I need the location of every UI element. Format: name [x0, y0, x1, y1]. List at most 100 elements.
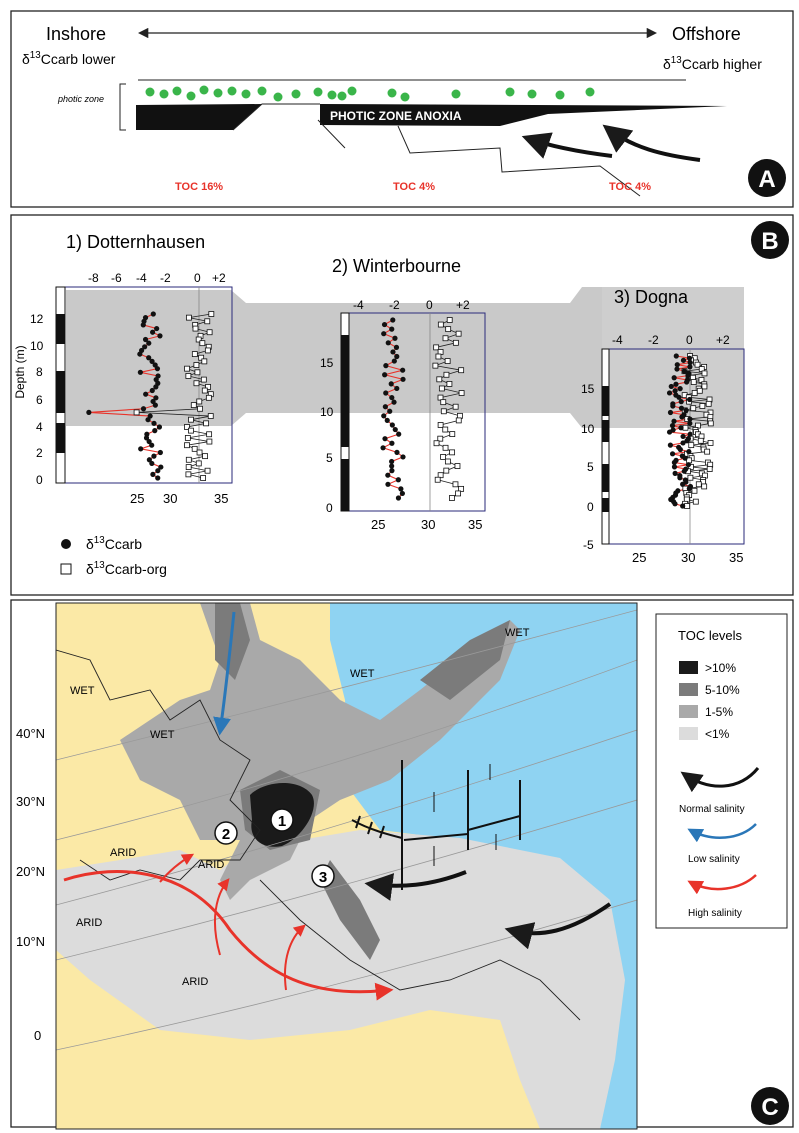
plankton-dot: [213, 88, 223, 98]
org-point: [203, 420, 210, 427]
site-1-depth-tick: 8: [36, 365, 43, 379]
site-2-depth-tick: 15: [320, 356, 334, 370]
org-point: [206, 438, 213, 445]
carb-point: [678, 399, 684, 405]
panel-a: Inshore Offshore δ13Ccarb lower δ13Ccarb…: [10, 10, 794, 208]
site-3-top-tick: -4: [612, 333, 623, 347]
org-point: [208, 311, 215, 317]
site-3-profiles: [666, 353, 714, 509]
carb-point: [686, 486, 692, 492]
legend-swatch-1-5: [679, 705, 698, 718]
org-point: [195, 336, 202, 343]
carb-point: [392, 426, 398, 433]
site-2-bottom-tick: 35: [468, 517, 482, 532]
org-point: [190, 402, 197, 409]
carb-point: [680, 433, 686, 440]
carb-point: [140, 406, 147, 412]
carb-point: [680, 357, 687, 363]
site-number: 3: [319, 869, 327, 886]
site-3-depth-tick: 15: [581, 382, 595, 396]
climate-label: ARID: [110, 847, 136, 859]
org-point: [185, 373, 192, 379]
carb-point: [385, 340, 391, 346]
site-number: 1: [278, 813, 286, 830]
plankton-dot: [227, 86, 237, 96]
org-point: [200, 475, 207, 481]
legend-org-label: δ13Ccarb-org: [86, 560, 167, 577]
org-point: [204, 467, 211, 474]
site-1-bottom-tick: 30: [163, 491, 177, 506]
plankton-dot: [313, 87, 323, 97]
plankton-dot: [291, 89, 301, 99]
site-2-profiles: [380, 317, 465, 501]
legend-low-salinity: Low salinity: [688, 854, 740, 865]
high-salinity-arrow-4: [284, 924, 306, 991]
org-point: [452, 481, 459, 488]
org-point: [188, 427, 194, 434]
legend-title: TOC levels: [678, 628, 743, 643]
carb-point: [680, 503, 686, 509]
panel-a-letter: A: [758, 166, 775, 193]
org-point: [196, 398, 203, 405]
carb-point: [137, 351, 143, 357]
site-2-depth-tick: 0: [326, 501, 333, 515]
carb-point: [677, 475, 683, 481]
org-point: [449, 495, 455, 501]
carb-point: [395, 495, 402, 501]
carb-point: [157, 449, 163, 456]
site-3-depth-tick: 0: [587, 500, 594, 514]
carb-point: [381, 331, 387, 337]
org-point: [437, 422, 444, 428]
legend-low-salinity-arrow: [687, 823, 757, 843]
org-point: [193, 380, 200, 387]
org-point: [690, 379, 697, 385]
carb-point: [678, 405, 685, 411]
inshore-label: Inshore: [46, 24, 106, 44]
carb-point: [387, 408, 393, 414]
correlation-band-2: [339, 287, 602, 428]
carb-point: [381, 321, 388, 328]
org-point: [442, 335, 449, 342]
carb-point: [687, 359, 693, 366]
org-point: [691, 390, 698, 396]
carb-point: [149, 442, 155, 448]
org-point: [443, 371, 450, 378]
plankton-dot: [186, 91, 196, 101]
latitude-label: 0: [34, 1028, 41, 1043]
high-salinity-arrow-main: [63, 870, 394, 1001]
org-point: [701, 383, 708, 390]
site-1-top-tick: 0: [194, 271, 201, 285]
carb-point: [390, 349, 396, 355]
carb-point: [143, 391, 149, 397]
org-point: [184, 435, 191, 441]
site-3-bottom-tick: 35: [729, 550, 743, 565]
site-3-depth-tick: 10: [581, 422, 595, 436]
site-plot-1: -8 -6 -4 -2 0 +2 25 30 35 0 2 4 6 8 10 1…: [30, 271, 233, 506]
carb-point: [149, 460, 155, 467]
carb-point: [672, 501, 678, 507]
depth-axis-label: Depth (m): [13, 345, 27, 398]
site-1-depth-tick: 4: [36, 420, 43, 434]
site-1-top-tick: -4: [136, 271, 147, 285]
carb-point: [389, 422, 395, 428]
org-point: [438, 385, 445, 392]
upwelling-arrow-2: [602, 124, 701, 162]
org-point: [701, 370, 708, 377]
org-point: [433, 344, 440, 351]
org-point: [201, 358, 208, 365]
legend-carb-marker: [61, 539, 71, 549]
carb-point: [86, 409, 92, 415]
photic-zone-label: photic zone: [57, 94, 104, 104]
legend-swatch-5-10: [679, 683, 698, 696]
toc-label-3: TOC 4%: [609, 181, 651, 193]
carb-point: [677, 446, 683, 453]
site-1-depth-tick: 12: [30, 312, 44, 326]
org-point: [692, 498, 699, 505]
site-3-bottom-tick: 30: [681, 550, 695, 565]
site-marker-1: [270, 808, 294, 832]
org-point: [682, 424, 689, 431]
org-point: [455, 417, 462, 424]
carb-point: [674, 362, 680, 368]
carb-point: [394, 449, 400, 455]
d13c-lower-label: δ13Ccarb lower: [22, 50, 116, 67]
